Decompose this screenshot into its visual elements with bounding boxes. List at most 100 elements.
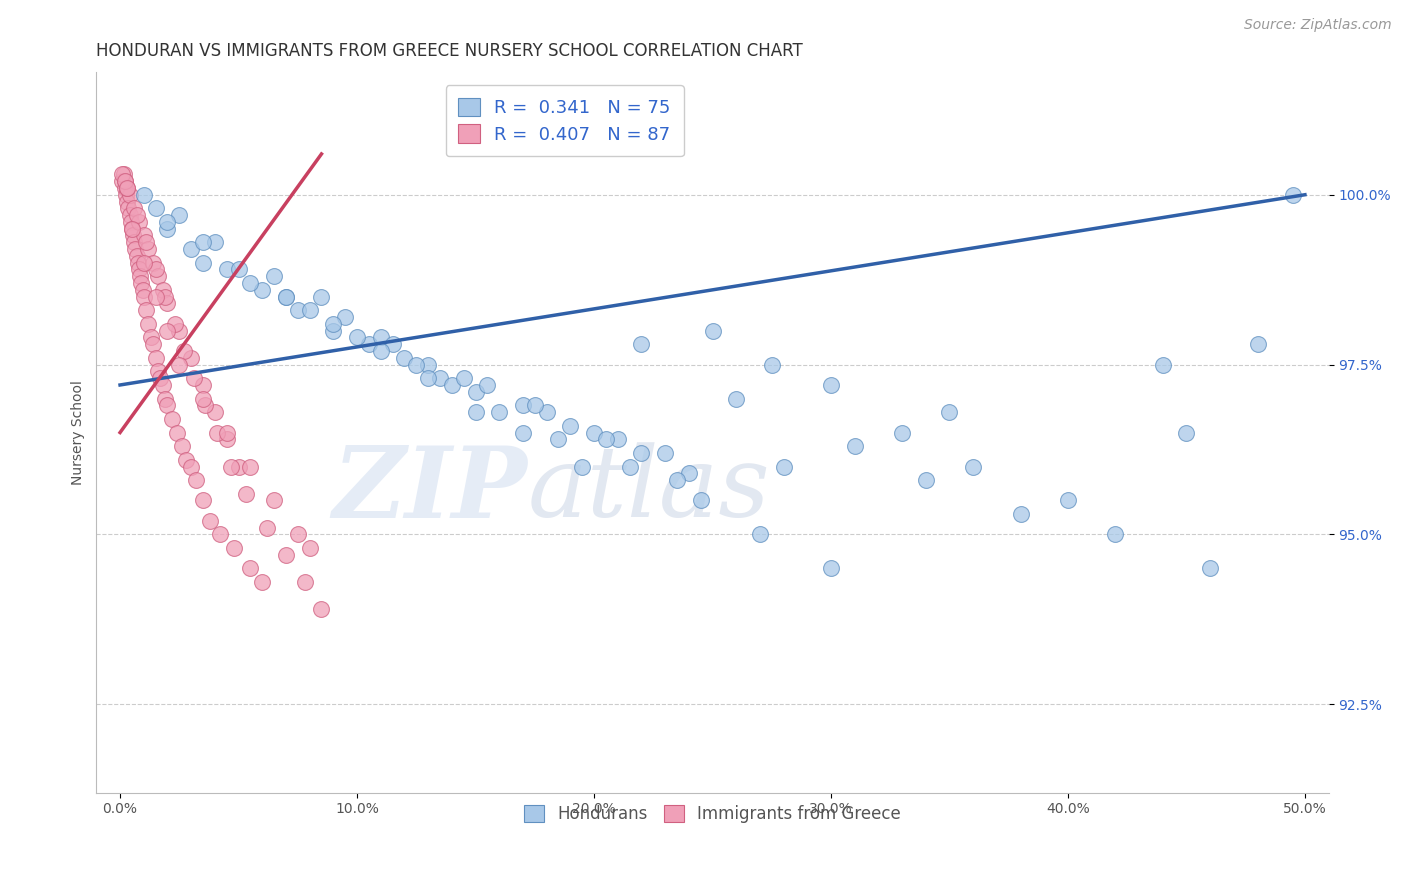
Point xyxy=(111,174,134,188)
Point xyxy=(844,439,866,453)
Point xyxy=(252,283,274,297)
Point xyxy=(222,541,245,555)
Text: HONDURAN VS IMMIGRANTS FROM GREECE NURSERY SCHOOL CORRELATION CHART: HONDURAN VS IMMIGRANTS FROM GREECE NURSE… xyxy=(97,42,803,60)
Text: atlas: atlas xyxy=(527,442,770,538)
Point xyxy=(114,174,136,188)
Point xyxy=(132,255,155,269)
Point xyxy=(287,303,309,318)
Point xyxy=(477,378,499,392)
Point xyxy=(127,255,149,269)
Point xyxy=(725,392,748,406)
Point xyxy=(221,459,243,474)
Point xyxy=(138,317,160,331)
Point xyxy=(191,235,214,250)
Point xyxy=(112,167,135,181)
Point xyxy=(914,473,936,487)
Point xyxy=(125,249,148,263)
Point xyxy=(169,208,191,222)
Point xyxy=(156,215,179,229)
Point xyxy=(180,459,202,474)
Point xyxy=(582,425,605,440)
Point xyxy=(194,398,217,412)
Point xyxy=(1152,358,1174,372)
Legend: Hondurans, Immigrants from Greece: Hondurans, Immigrants from Greece xyxy=(512,793,912,835)
Point xyxy=(122,235,145,250)
Point xyxy=(156,324,179,338)
Point xyxy=(122,202,145,216)
Point xyxy=(370,344,392,359)
Point xyxy=(149,371,172,385)
Point xyxy=(772,459,794,474)
Point xyxy=(128,215,150,229)
Point xyxy=(1282,187,1305,202)
Point xyxy=(416,358,439,372)
Point xyxy=(381,337,404,351)
Point xyxy=(145,202,167,216)
Point xyxy=(142,255,165,269)
Point xyxy=(215,433,238,447)
Point xyxy=(263,269,285,284)
Point xyxy=(205,425,228,440)
Point xyxy=(523,398,546,412)
Point xyxy=(547,433,569,447)
Point xyxy=(335,310,357,324)
Point xyxy=(239,276,262,290)
Point xyxy=(180,242,202,256)
Point xyxy=(252,574,274,589)
Point xyxy=(416,371,439,385)
Point xyxy=(678,467,700,481)
Point xyxy=(115,194,138,209)
Point xyxy=(146,364,169,378)
Point xyxy=(156,398,179,412)
Point xyxy=(235,486,257,500)
Point xyxy=(156,296,179,310)
Point xyxy=(702,324,724,338)
Point xyxy=(263,493,285,508)
Point xyxy=(169,358,191,372)
Point xyxy=(228,459,250,474)
Point xyxy=(198,514,221,528)
Point xyxy=(121,221,143,235)
Point xyxy=(689,493,711,508)
Point xyxy=(114,181,136,195)
Point xyxy=(429,371,451,385)
Point xyxy=(153,392,176,406)
Point xyxy=(131,283,153,297)
Point xyxy=(146,269,169,284)
Text: ZIP: ZIP xyxy=(333,442,527,539)
Point xyxy=(1246,337,1268,351)
Point xyxy=(311,290,333,304)
Point xyxy=(606,433,628,447)
Point xyxy=(117,202,139,216)
Point xyxy=(152,283,174,297)
Point xyxy=(619,459,641,474)
Point xyxy=(128,262,150,277)
Point xyxy=(204,405,226,419)
Point xyxy=(115,181,138,195)
Point xyxy=(152,378,174,392)
Point xyxy=(153,290,176,304)
Point xyxy=(215,262,238,277)
Point xyxy=(1199,561,1222,575)
Point xyxy=(122,228,145,243)
Point xyxy=(166,425,188,440)
Point xyxy=(665,473,688,487)
Point xyxy=(115,181,138,195)
Point xyxy=(160,412,183,426)
Point xyxy=(135,235,157,250)
Point xyxy=(322,317,344,331)
Point xyxy=(274,290,297,304)
Point xyxy=(820,561,842,575)
Point xyxy=(962,459,984,474)
Point xyxy=(142,337,165,351)
Point xyxy=(488,405,510,419)
Point xyxy=(256,521,278,535)
Point xyxy=(132,290,155,304)
Point xyxy=(138,242,160,256)
Point xyxy=(1057,493,1080,508)
Point xyxy=(114,174,136,188)
Point xyxy=(145,351,167,365)
Point xyxy=(394,351,416,365)
Point xyxy=(215,425,238,440)
Point xyxy=(891,425,914,440)
